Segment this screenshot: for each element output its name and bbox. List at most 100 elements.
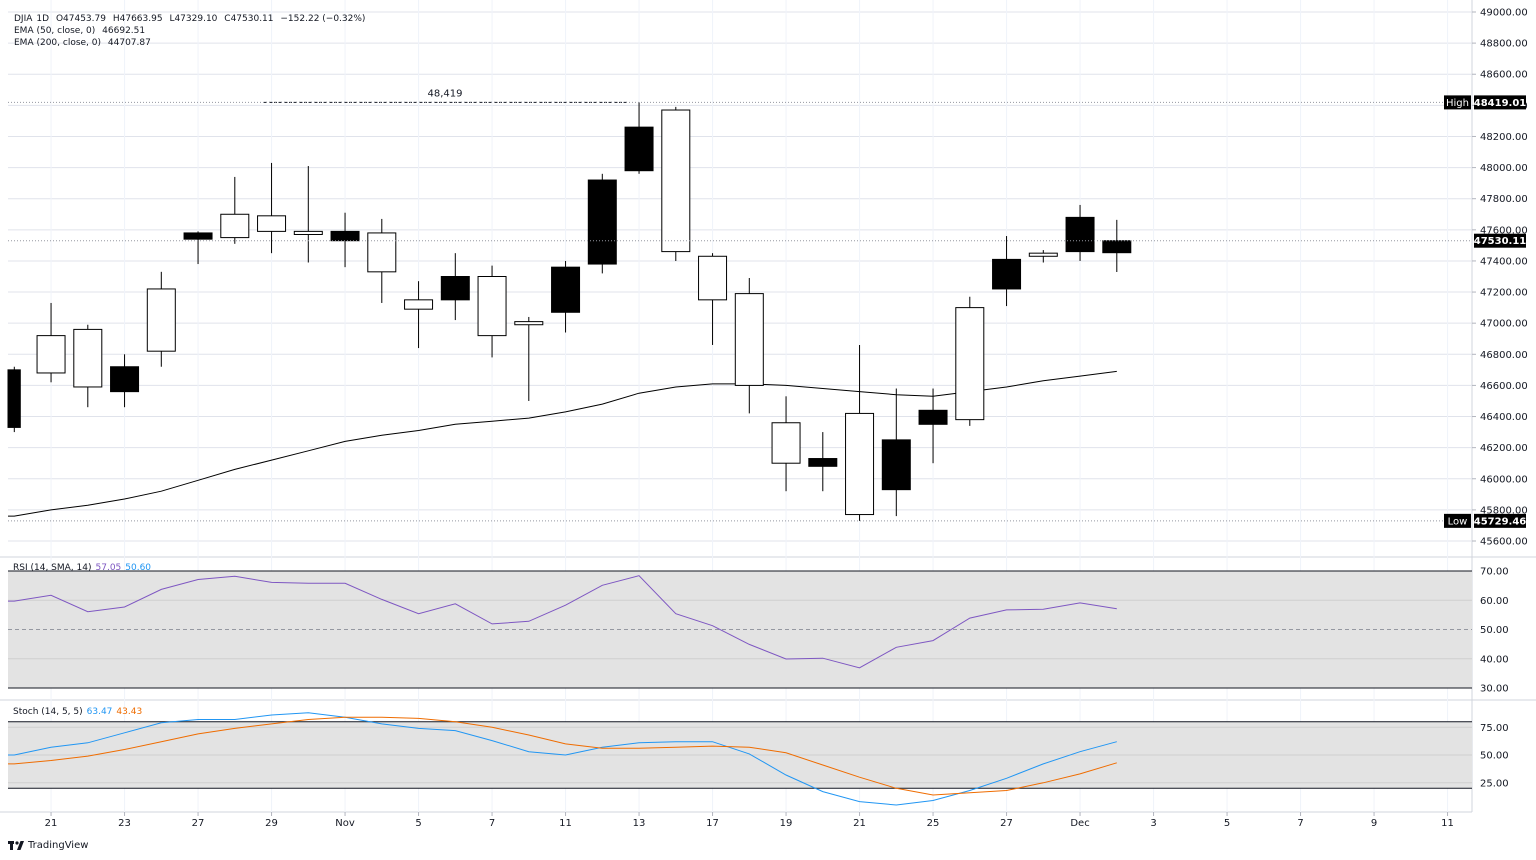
candle[interactable] xyxy=(845,344,875,521)
price-tick-label: 48800.00 xyxy=(1480,39,1528,50)
candle-body xyxy=(992,258,1022,290)
ema200-label: EMA (200, close, 0) xyxy=(14,38,102,48)
last-price-badge: 47530.11 xyxy=(1474,236,1527,247)
candle[interactable] xyxy=(330,212,360,268)
candle[interactable] xyxy=(73,324,103,408)
candle[interactable] xyxy=(404,281,434,349)
rsi-tick-label: 60.00 xyxy=(1480,596,1509,607)
candle[interactable] xyxy=(771,396,801,492)
candle[interactable] xyxy=(992,236,1022,307)
stoch-d-value: 43.43 xyxy=(116,707,143,717)
high-value-badge-bg xyxy=(1474,95,1526,110)
candle[interactable] xyxy=(918,388,948,464)
candle-body xyxy=(881,439,911,491)
time-tick-label: 13 xyxy=(633,818,646,829)
candle-body xyxy=(1028,252,1058,257)
candle-body xyxy=(183,232,213,240)
candle[interactable] xyxy=(440,253,470,321)
ema50-legend[interactable]: EMA (50, close, 0) 46692.51 xyxy=(14,26,149,37)
candle[interactable] xyxy=(808,432,838,492)
time-tick-label: 21 xyxy=(45,818,58,829)
stoch-d-path xyxy=(8,716,1117,796)
candle[interactable] xyxy=(661,106,691,261)
time-axis[interactable]: 21 23 27 29 Nov 5 7 11 13 17 19 21 25 27 Dec 3 5 7 9 11 xyxy=(45,812,1454,829)
tradingview-brand[interactable]: TradingView xyxy=(8,840,88,851)
candle[interactable] xyxy=(881,388,911,517)
candle-body xyxy=(514,321,544,326)
rsi-tick-label: 30.00 xyxy=(1480,684,1509,695)
candlestick-series[interactable] xyxy=(7,102,1132,521)
candle-body xyxy=(845,412,875,516)
candle[interactable] xyxy=(587,173,617,274)
candle[interactable] xyxy=(1102,219,1132,272)
price-tick-label: 46800.00 xyxy=(1480,350,1528,361)
legend-interval: 1D xyxy=(36,14,50,24)
rsi-tick-label: 70.00 xyxy=(1480,567,1509,578)
candle[interactable] xyxy=(624,102,654,174)
candle[interactable] xyxy=(183,231,213,265)
stoch-legend[interactable]: Stoch (14, 5, 5) 63.47 43.43 xyxy=(13,707,142,717)
candle[interactable] xyxy=(551,260,581,333)
price-tick-label: 47400.00 xyxy=(1480,256,1528,267)
rsi-tick-label: 40.00 xyxy=(1480,654,1509,665)
candle-body xyxy=(955,307,985,421)
candle[interactable] xyxy=(514,316,544,401)
stoch-tick-label: 75.00 xyxy=(1480,723,1509,734)
last-price-badge-bg xyxy=(1474,233,1526,248)
candle[interactable] xyxy=(7,366,21,433)
rsi-path xyxy=(8,575,1117,669)
indicator-bands xyxy=(8,570,1472,789)
grid-lines xyxy=(0,0,1536,813)
candle[interactable] xyxy=(293,166,323,263)
rsi-value: 57.05 xyxy=(95,563,122,573)
price-tick-label: 47200.00 xyxy=(1480,288,1528,299)
price-tick-label: 48200.00 xyxy=(1480,132,1528,143)
price-tick-label: 47600.00 xyxy=(1480,225,1528,236)
candle[interactable] xyxy=(110,354,140,408)
low-value-badge: 45729.46 xyxy=(1474,516,1527,527)
high-label-badge: High xyxy=(1446,98,1469,109)
ema50-value: 46692.51 xyxy=(102,26,146,36)
candle-body xyxy=(330,230,360,242)
brand-name: TradingView xyxy=(28,840,89,851)
low-label-badge: Low xyxy=(1448,516,1468,527)
price-annotations: 48,419 xyxy=(8,88,1472,522)
time-tick-label: Nov xyxy=(335,818,355,829)
stoch-lines xyxy=(8,712,1117,806)
price-tick-label: 46600.00 xyxy=(1480,381,1528,392)
candle-body xyxy=(1102,240,1132,254)
candle[interactable] xyxy=(146,271,176,367)
candle-body xyxy=(404,299,434,310)
price-tick-label: 47800.00 xyxy=(1480,194,1528,205)
candle[interactable] xyxy=(698,253,728,345)
candle[interactable] xyxy=(367,218,397,303)
candle-body xyxy=(771,422,801,464)
time-tick-label: 27 xyxy=(1000,818,1013,829)
candle[interactable] xyxy=(220,176,250,244)
candle-body xyxy=(367,232,397,273)
candle[interactable] xyxy=(36,302,66,383)
time-tick-label: 21 xyxy=(853,818,866,829)
price-badges: High 48419.01 Low 45729.46 47530.11 xyxy=(1444,95,1527,528)
candle-body xyxy=(918,409,948,425)
candle[interactable] xyxy=(1028,250,1058,263)
legend-low: L47329.10 xyxy=(169,14,218,24)
candle-body xyxy=(661,109,691,253)
candle-body xyxy=(808,458,838,467)
stoch-tick-label: 25.00 xyxy=(1480,778,1509,789)
candle[interactable] xyxy=(955,296,985,426)
rsi-legend[interactable]: RSI (14, SMA, 14) 57.05 50.60 xyxy=(13,563,151,573)
candle[interactable] xyxy=(257,162,287,254)
candle-body xyxy=(587,179,617,265)
ema50-label: EMA (50, close, 0) xyxy=(14,26,96,36)
candle[interactable] xyxy=(477,265,507,358)
legend-symbol[interactable]: DJIA xyxy=(14,14,33,24)
candle-body xyxy=(146,288,176,352)
candle[interactable] xyxy=(1065,204,1095,261)
ema200-legend[interactable]: EMA (200, close, 0) 44707.87 xyxy=(14,38,155,49)
ema200-value: 44707.87 xyxy=(107,38,151,48)
price-axis[interactable]: 45600.00 45800.00 46000.00 46200.00 46400.00… xyxy=(1472,8,1528,790)
candle[interactable] xyxy=(734,278,764,414)
low-value-badge-bg xyxy=(1474,513,1526,528)
